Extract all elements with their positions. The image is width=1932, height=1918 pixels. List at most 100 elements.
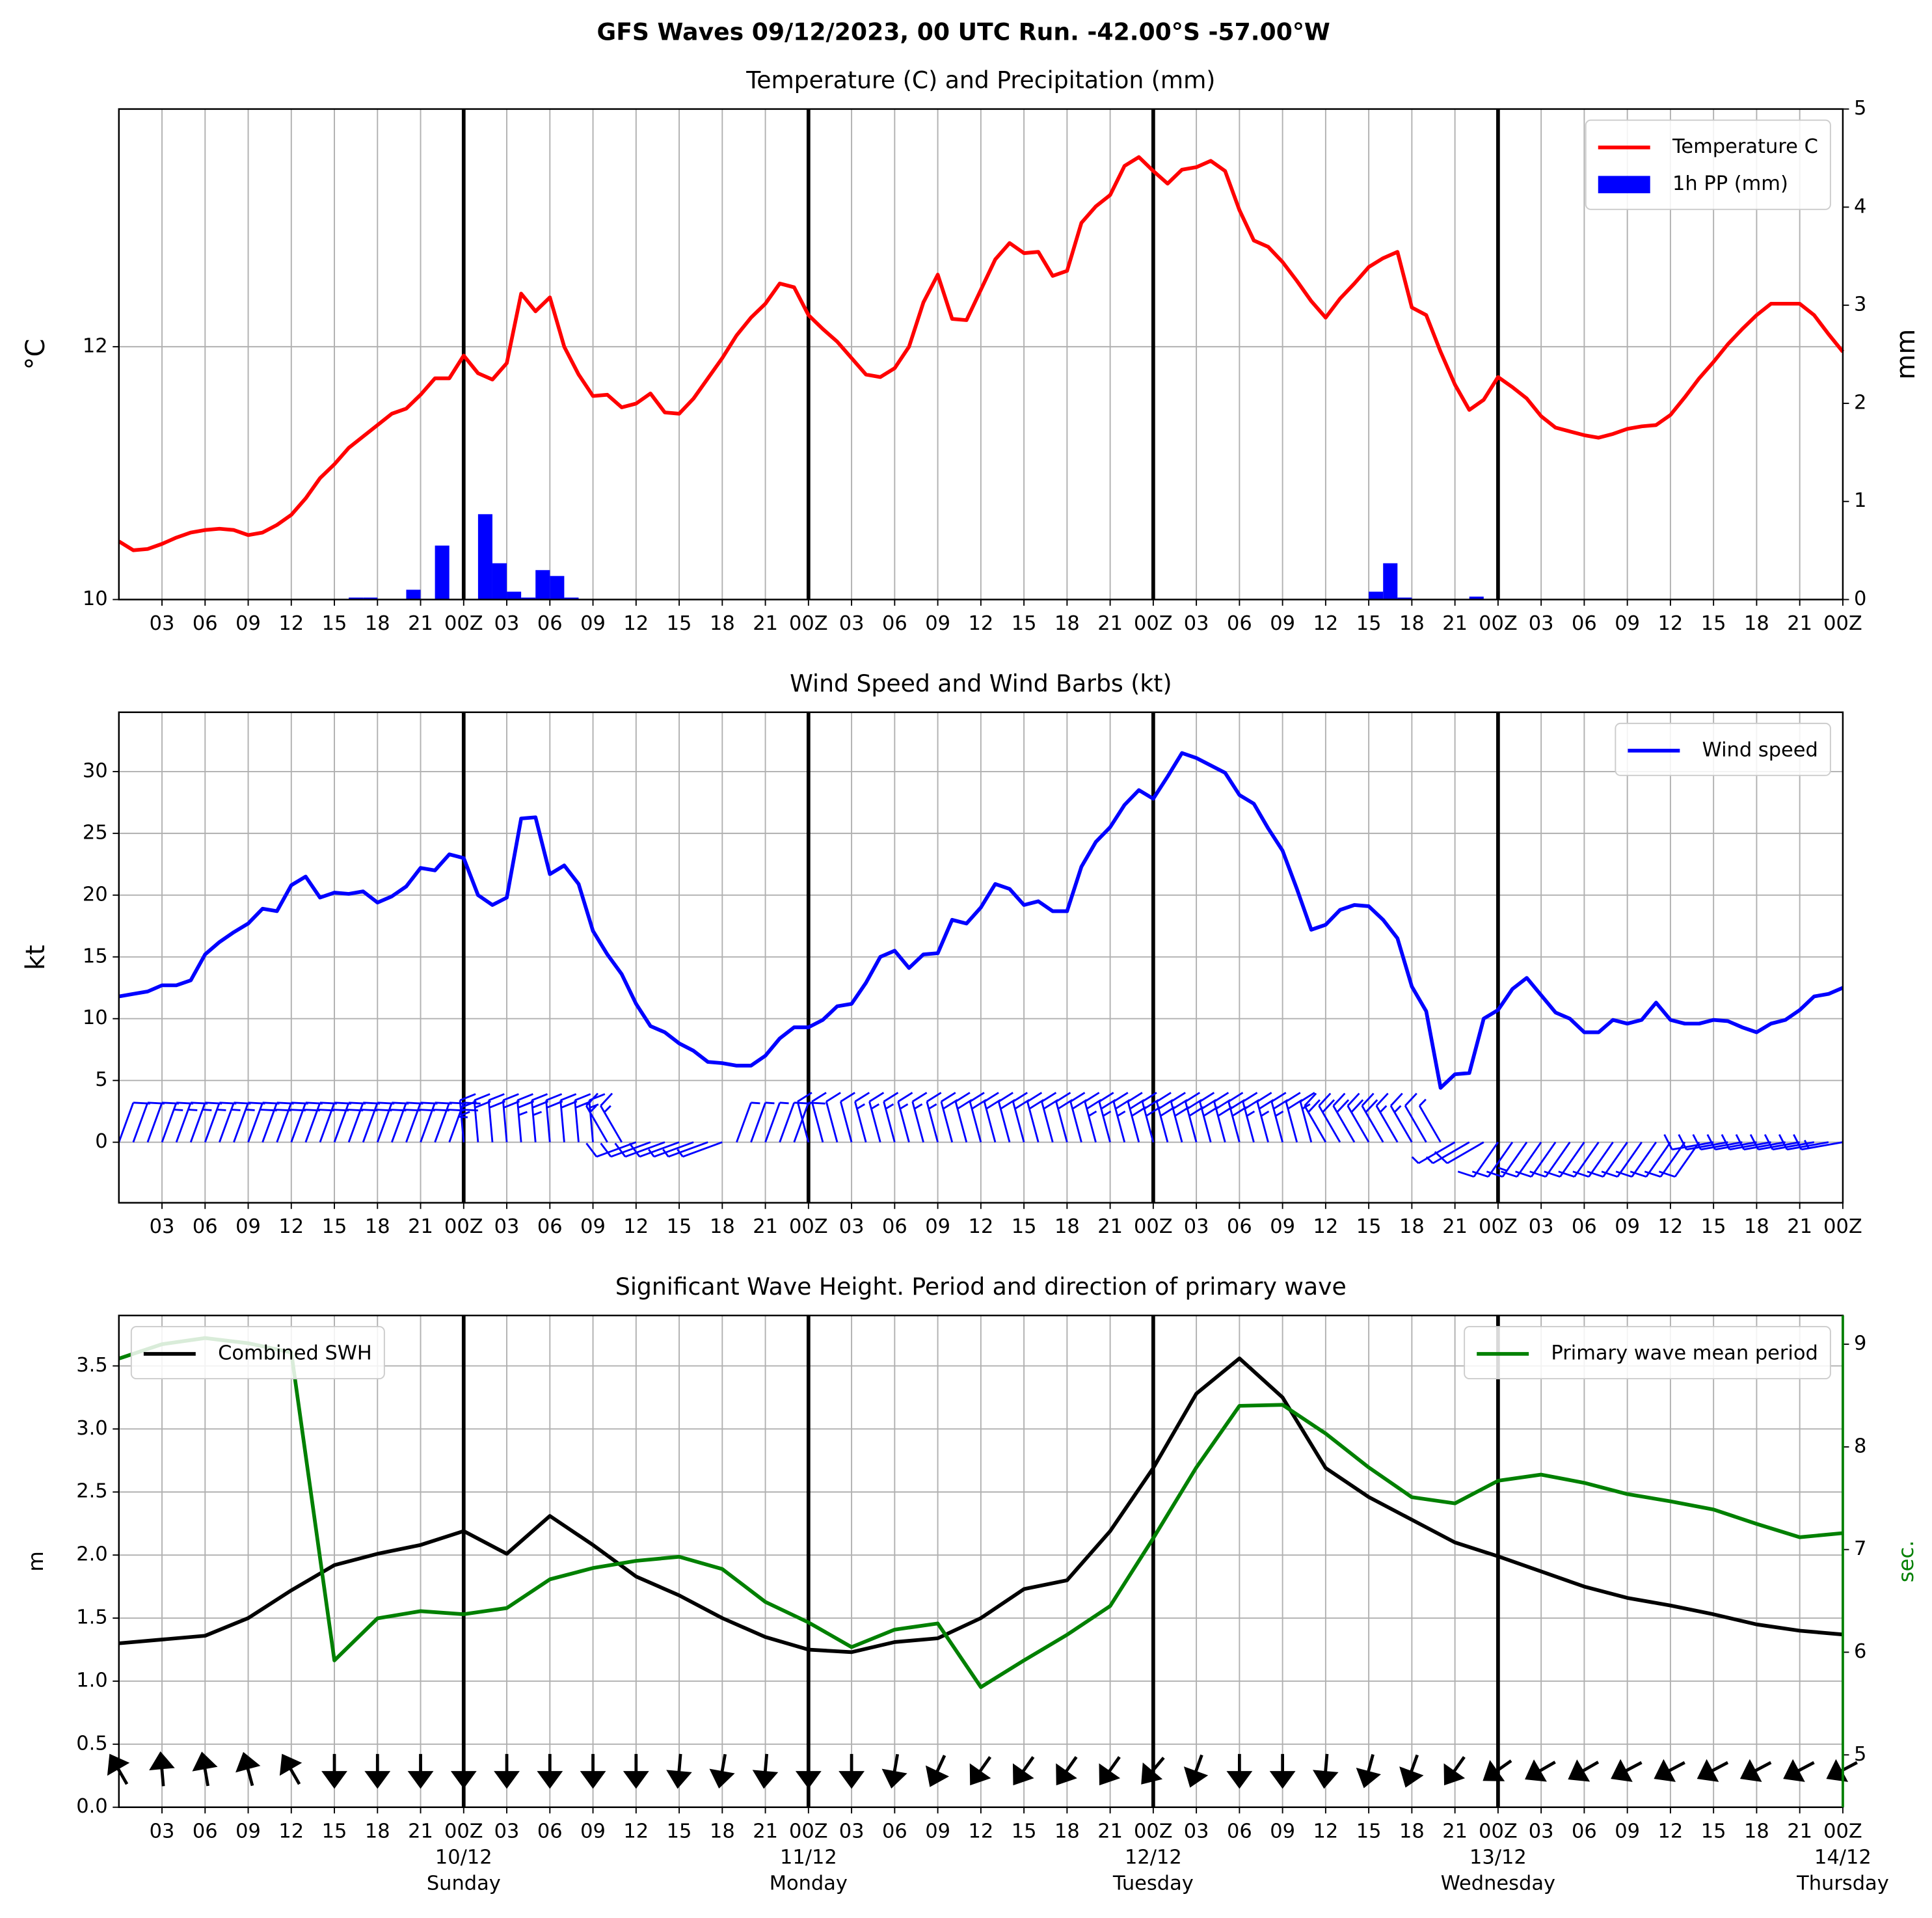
y2-axis-label: mm	[1891, 329, 1921, 380]
x-tick-label: 03	[1184, 1820, 1209, 1843]
bar	[1369, 591, 1384, 600]
x-tick-label: 09	[235, 612, 261, 635]
wind-barb	[1418, 1098, 1442, 1143]
wind-barb	[1706, 1134, 1757, 1151]
x-tick-label: 15	[667, 1215, 692, 1238]
wind-barb	[1069, 1092, 1088, 1142]
wave-direction-arrow	[1399, 1754, 1424, 1788]
x-tick-label: 18	[1744, 1820, 1769, 1843]
x-tick-label: 06	[882, 1820, 907, 1843]
wind-barb	[1199, 1092, 1219, 1142]
wave-direction-arrow	[1356, 1754, 1381, 1789]
x-tick-label: 12	[278, 1820, 304, 1843]
wind-barb	[1457, 1141, 1499, 1178]
wave-direction-arrow	[881, 1753, 907, 1789]
bar	[564, 597, 579, 600]
x-tick-label: 03	[1529, 1215, 1554, 1238]
wind-barb	[1692, 1134, 1743, 1151]
wind-barb	[1098, 1092, 1116, 1142]
x-tick-label: 03	[1529, 612, 1554, 635]
x-tick-label: 00Z	[1479, 1215, 1518, 1238]
wave-direction-arrow	[192, 1751, 218, 1787]
wave-direction-arrow	[364, 1753, 391, 1789]
x-tick-label: 21	[1097, 612, 1123, 635]
wind-barb	[1299, 1092, 1315, 1142]
wave-direction-arrow	[1056, 1756, 1078, 1786]
y-tick-label: 2.0	[76, 1543, 107, 1566]
wind-barb	[1749, 1134, 1800, 1151]
legend: Primary wave mean period	[1464, 1326, 1831, 1379]
y2-tick-label: 0	[1854, 588, 1866, 610]
wave-direction-arrow	[1654, 1759, 1685, 1782]
wind-barb	[1587, 1141, 1628, 1178]
legend-label: 1h PP (mm)	[1672, 172, 1788, 195]
wind-barb	[997, 1092, 1015, 1142]
x-tick-label: 03	[1184, 1215, 1209, 1238]
x-tick-label: 00Z	[789, 612, 828, 635]
wind-barb	[1404, 1092, 1427, 1143]
x-tick-label: 03	[150, 1215, 175, 1238]
wind-barb	[1678, 1134, 1728, 1151]
wind-barb	[796, 1092, 812, 1142]
wave-direction-arrow	[235, 1751, 261, 1787]
x-tick-label: 18	[1399, 612, 1425, 635]
x-date-label: 10/12	[435, 1846, 492, 1869]
wind-barb	[531, 1093, 549, 1142]
x-tick-label: 09	[580, 612, 606, 635]
x-tick-label: 06	[1227, 1820, 1252, 1843]
legend-box	[1585, 119, 1831, 210]
x-tick-label: 21	[1442, 1820, 1468, 1843]
x-tick-label: 15	[1012, 1820, 1037, 1843]
wind-barb	[983, 1092, 1001, 1142]
wind-barb	[517, 1093, 535, 1142]
x-tick-label: 03	[150, 612, 175, 635]
panel-title: Temperature (C) and Precipitation (mm)	[745, 66, 1215, 94]
wave-direction-arrow	[1012, 1756, 1035, 1786]
x-tick-label: 21	[408, 1820, 433, 1843]
x-tick-label: 18	[1399, 1215, 1425, 1238]
y2-tick-label: 5	[1854, 97, 1866, 120]
bar	[349, 597, 364, 600]
wind-barb	[648, 1141, 694, 1158]
wind-barb	[614, 1141, 665, 1158]
y-tick-label: 1.5	[76, 1606, 107, 1629]
line	[118, 751, 1844, 1090]
line	[118, 1356, 1844, 1655]
wind-barb	[1793, 1134, 1844, 1151]
x-tick-label: 09	[1615, 1215, 1640, 1238]
wind-barb	[1256, 1092, 1274, 1142]
x-tick-label: 15	[667, 1820, 692, 1843]
legend-label: Temperature C	[1672, 135, 1818, 158]
wave-direction-arrow	[1783, 1759, 1815, 1782]
y2-tick-label: 1	[1854, 489, 1866, 512]
legend-box	[1464, 1326, 1831, 1379]
bar	[1469, 596, 1484, 600]
x-tick-label: 21	[1787, 1820, 1812, 1843]
line	[118, 1336, 1844, 1689]
wind-barb	[1242, 1092, 1260, 1142]
wind-barb	[1663, 1134, 1714, 1151]
x-tick-label: 15	[1356, 1215, 1382, 1238]
x-tick-label: 18	[710, 1820, 735, 1843]
x-tick-label: 00Z	[1479, 1820, 1518, 1843]
wind-barb	[1228, 1092, 1248, 1142]
wave-direction-arrow	[752, 1753, 779, 1789]
x-tick-label: 12	[1658, 612, 1684, 635]
x-tick-label: 18	[1399, 1820, 1425, 1843]
wind-barb	[1389, 1092, 1413, 1143]
wind-barb	[940, 1092, 958, 1142]
wave-direction-arrow	[1611, 1759, 1643, 1782]
wind-barb	[600, 1092, 623, 1143]
x-tick-label: 15	[1701, 612, 1726, 635]
x-tick-label: 21	[1442, 612, 1468, 635]
x-tick-label: 12	[623, 1820, 649, 1843]
x-tick-label: 03	[494, 612, 520, 635]
wind-barb	[825, 1092, 841, 1142]
x-tick-label: 21	[408, 612, 433, 635]
wave-direction-arrow	[1226, 1753, 1253, 1789]
x-tick-label: 06	[537, 1820, 563, 1843]
x-tick-label: 21	[753, 1820, 778, 1843]
wind-barb	[1501, 1141, 1542, 1178]
x-tick-label: 21	[1097, 1215, 1123, 1238]
